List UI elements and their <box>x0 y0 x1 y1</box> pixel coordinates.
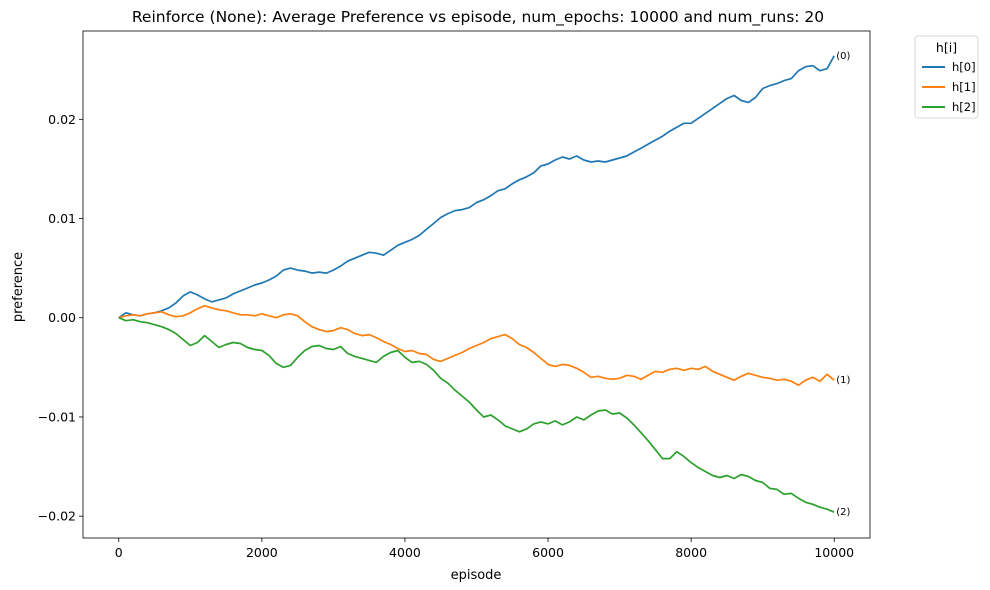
y-axis-label: preference <box>11 252 26 322</box>
series-end-label: (0) <box>836 51 850 62</box>
y-tick-label: −0.01 <box>38 409 76 424</box>
series-lines <box>118 55 835 513</box>
y-tick-label: 0.02 <box>48 112 76 127</box>
plot-area <box>82 30 871 539</box>
x-tick-label: 0 <box>115 545 123 560</box>
x-tick-label: 6000 <box>532 545 564 560</box>
legend-entry-label: h[0] <box>952 60 976 74</box>
x-tick-label: 4000 <box>389 545 421 560</box>
x-axis-label: episode <box>451 568 502 583</box>
y-tick-label: 0.00 <box>48 310 76 325</box>
chart-title: Reinforce (None): Average Preference vs … <box>132 8 824 27</box>
series-end-label: (2) <box>836 507 850 518</box>
x-tick-label: 10000 <box>814 545 854 560</box>
legend-items: h[0] h[1] h[2] <box>922 60 976 114</box>
y-tick-label: 0.01 <box>48 211 76 226</box>
series-line-0 <box>118 55 835 319</box>
x-axis: 0 2000 4000 6000 8000 10000 <box>115 538 854 560</box>
legend-entry-label: h[1] <box>952 80 976 94</box>
legend-box <box>914 35 979 119</box>
y-tick-label: −0.02 <box>38 509 76 524</box>
x-tick-label: 8000 <box>675 545 707 560</box>
y-axis: −0.02 −0.01 0.00 0.01 0.02 <box>38 112 83 524</box>
series-line-1 <box>118 304 835 387</box>
series-line-2 <box>118 316 835 513</box>
x-tick-label: 2000 <box>246 545 278 560</box>
legend-title: h[i] <box>936 40 957 55</box>
end-labels: (0) (1) (2) <box>836 51 850 518</box>
legend-entry-label: h[2] <box>952 100 976 114</box>
series-end-label: (1) <box>836 375 850 386</box>
legend: h[i] h[0] h[1] h[2] <box>914 35 979 119</box>
